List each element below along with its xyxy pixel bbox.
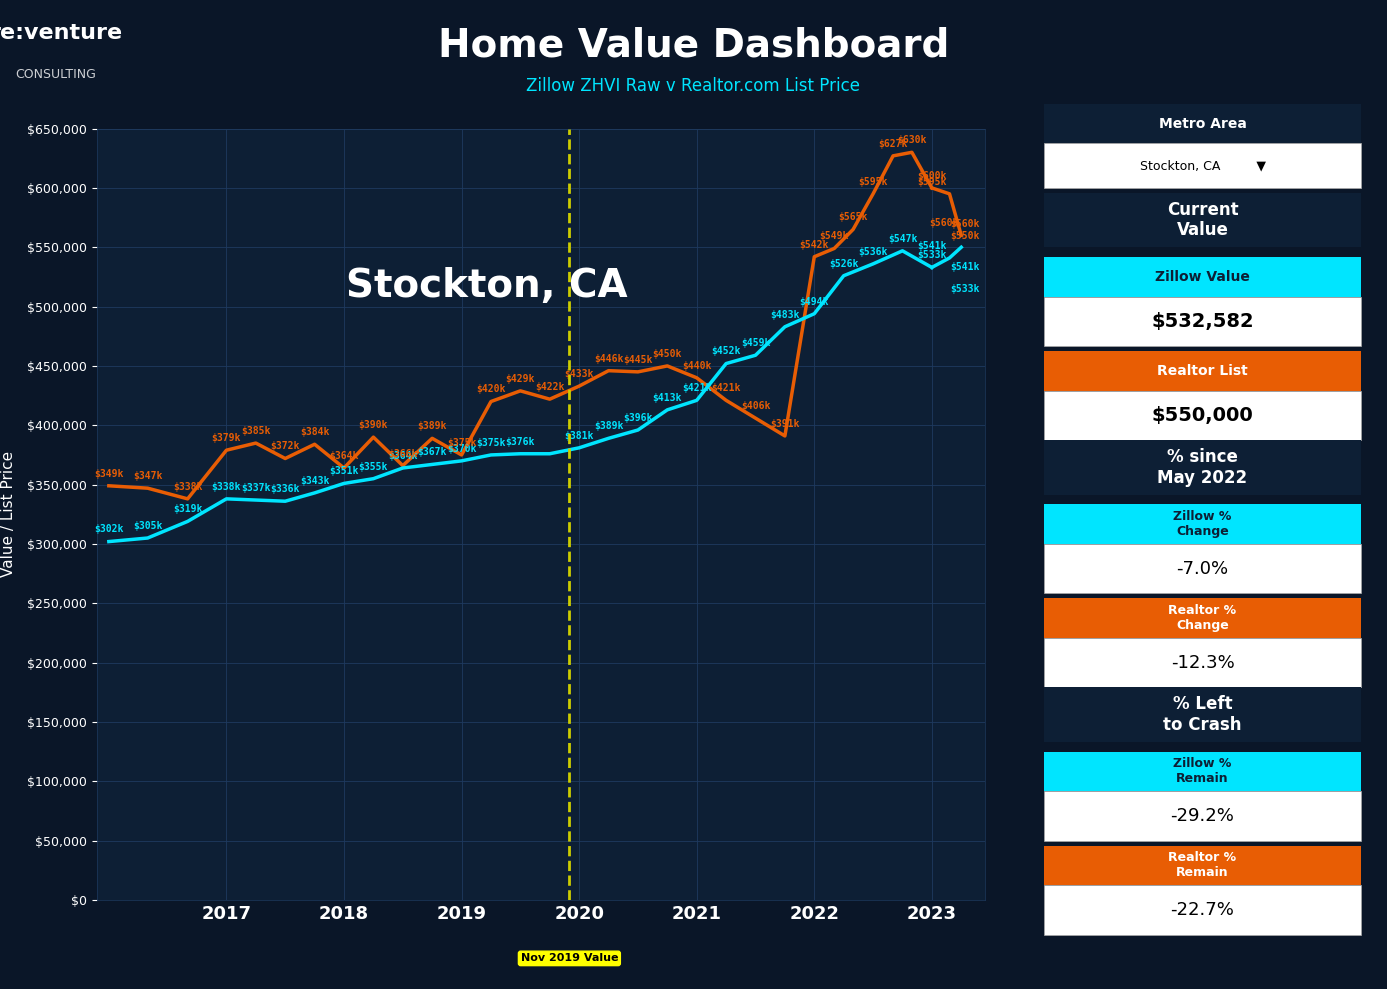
Text: $452k: $452k — [712, 346, 741, 356]
Text: -12.3%: -12.3% — [1171, 654, 1234, 672]
Text: $390k: $390k — [359, 420, 388, 430]
Text: $366k: $366k — [388, 448, 417, 459]
Text: re:venture: re:venture — [0, 24, 122, 44]
Text: Metro Area: Metro Area — [1158, 117, 1247, 131]
Text: $319k: $319k — [173, 504, 203, 514]
Text: $370k: $370k — [447, 444, 476, 454]
Text: $550,000: $550,000 — [1151, 405, 1254, 425]
Text: $494k: $494k — [799, 297, 829, 307]
Text: $630k: $630k — [897, 135, 927, 145]
Text: CONSULTING: CONSULTING — [15, 67, 96, 81]
Text: $413k: $413k — [653, 393, 682, 403]
Text: $338k: $338k — [212, 482, 241, 492]
Text: $389k: $389k — [417, 421, 447, 431]
Text: Realtor %
Change: Realtor % Change — [1168, 604, 1237, 632]
Text: -7.0%: -7.0% — [1176, 560, 1229, 578]
Text: $372k: $372k — [270, 441, 300, 451]
Text: $541k: $541k — [950, 262, 979, 272]
Text: Nov 2019 Value: Nov 2019 Value — [520, 953, 619, 963]
Text: $364k: $364k — [388, 451, 417, 461]
Text: $560k: $560k — [929, 219, 958, 228]
Text: $375k: $375k — [476, 438, 506, 448]
Text: $396k: $396k — [623, 412, 653, 423]
Text: $440k: $440k — [682, 361, 712, 371]
Y-axis label: Value / List Price: Value / List Price — [1, 451, 17, 578]
Text: Stockton, CA         ▼: Stockton, CA ▼ — [1140, 159, 1265, 172]
Text: $533k: $533k — [917, 250, 946, 260]
Text: $305k: $305k — [133, 521, 162, 531]
Text: $526k: $526k — [829, 258, 859, 269]
Text: $302k: $302k — [94, 524, 123, 534]
Text: $429k: $429k — [506, 374, 535, 384]
Text: $532,582: $532,582 — [1151, 312, 1254, 331]
Text: $381k: $381k — [565, 430, 594, 441]
Text: $627k: $627k — [878, 138, 907, 148]
Text: $389k: $389k — [594, 421, 623, 431]
Text: $422k: $422k — [535, 382, 565, 392]
Text: $595k: $595k — [917, 177, 946, 187]
Text: $600k: $600k — [917, 171, 946, 181]
Text: $349k: $349k — [94, 469, 123, 479]
Text: Zillow %
Remain: Zillow % Remain — [1173, 758, 1232, 785]
Text: Realtor List: Realtor List — [1157, 364, 1248, 378]
Text: Current
Value: Current Value — [1166, 201, 1239, 239]
Text: $549k: $549k — [820, 231, 849, 241]
Text: % since
May 2022: % since May 2022 — [1158, 448, 1247, 487]
Text: $351k: $351k — [329, 466, 359, 477]
Text: Zillow %
Change: Zillow % Change — [1173, 510, 1232, 538]
Text: $536k: $536k — [859, 246, 888, 257]
Text: Zillow ZHVI Raw v Realtor.com List Price: Zillow ZHVI Raw v Realtor.com List Price — [527, 77, 860, 95]
Text: $375k: $375k — [447, 438, 476, 448]
Text: Stockton, CA: Stockton, CA — [345, 267, 627, 306]
Text: $533k: $533k — [950, 284, 979, 294]
Text: $336k: $336k — [270, 484, 300, 494]
Text: Home Value Dashboard: Home Value Dashboard — [438, 27, 949, 64]
Text: $595k: $595k — [859, 177, 888, 187]
Text: Zillow Value: Zillow Value — [1155, 270, 1250, 284]
Text: $343k: $343k — [300, 476, 329, 486]
Text: $446k: $446k — [594, 353, 623, 364]
Text: $541k: $541k — [917, 240, 946, 251]
Text: $364k: $364k — [329, 451, 359, 461]
Text: $385k: $385k — [241, 426, 270, 436]
Text: % Left
to Crash: % Left to Crash — [1164, 695, 1241, 734]
Text: $483k: $483k — [770, 310, 799, 319]
Text: $376k: $376k — [506, 436, 535, 447]
Text: $367k: $367k — [417, 447, 447, 457]
Text: $391k: $391k — [770, 418, 799, 429]
Text: $565k: $565k — [838, 213, 868, 223]
Text: $421k: $421k — [712, 383, 741, 394]
Text: $347k: $347k — [133, 471, 162, 481]
Text: $421k: $421k — [682, 383, 712, 394]
Text: Realtor %
Remain: Realtor % Remain — [1168, 852, 1237, 879]
Text: $433k: $433k — [565, 369, 594, 379]
Text: -22.7%: -22.7% — [1171, 901, 1234, 919]
Text: $560k: $560k — [950, 220, 979, 229]
Text: $550k: $550k — [950, 231, 979, 241]
Text: $337k: $337k — [241, 483, 270, 493]
Text: $459k: $459k — [741, 338, 770, 348]
Text: $445k: $445k — [623, 355, 653, 365]
Text: $384k: $384k — [300, 427, 329, 437]
Text: $450k: $450k — [653, 349, 682, 359]
Text: $420k: $420k — [476, 385, 506, 395]
Text: $355k: $355k — [359, 462, 388, 472]
Text: $547k: $547k — [888, 233, 917, 243]
Text: $338k: $338k — [173, 482, 203, 492]
Text: $542k: $542k — [799, 239, 829, 249]
Text: $406k: $406k — [741, 401, 770, 411]
Text: -29.2%: -29.2% — [1171, 807, 1234, 825]
Text: $379k: $379k — [212, 433, 241, 443]
